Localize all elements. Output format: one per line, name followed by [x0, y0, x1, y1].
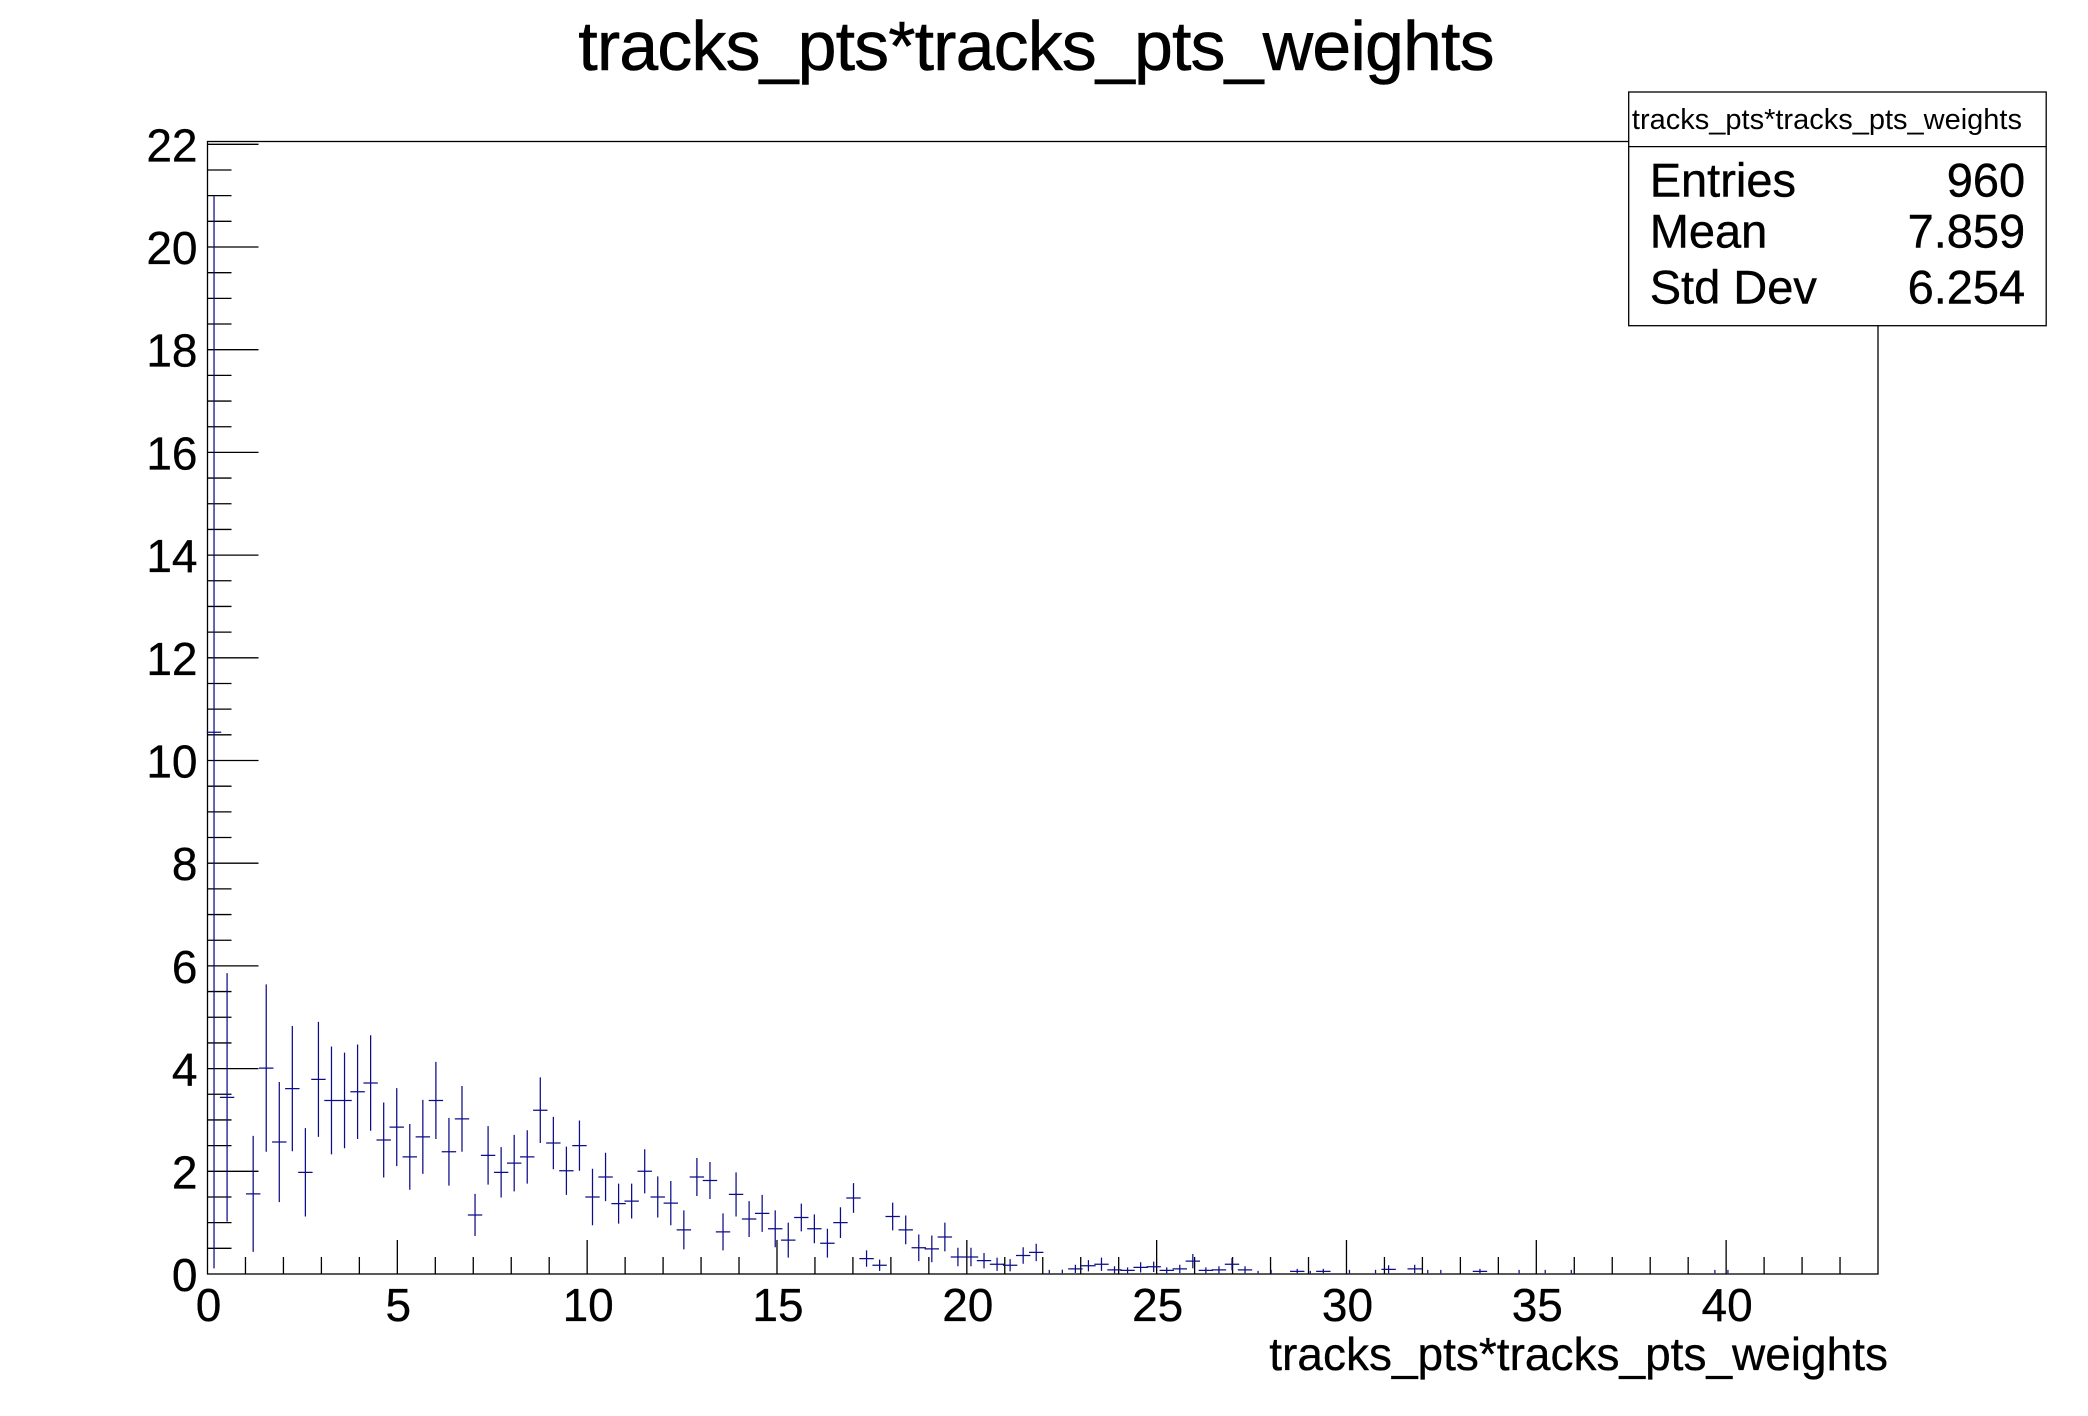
svg-text:960: 960 — [1947, 154, 2025, 207]
svg-text:2: 2 — [172, 1146, 198, 1198]
svg-text:16: 16 — [146, 427, 197, 479]
svg-text:18: 18 — [146, 325, 197, 377]
svg-text:4: 4 — [172, 1044, 198, 1096]
svg-text:25: 25 — [1132, 1279, 1183, 1331]
svg-text:20: 20 — [146, 222, 197, 274]
svg-text:7.859: 7.859 — [1908, 205, 2026, 258]
svg-text:Entries: Entries — [1650, 154, 1796, 207]
svg-text:tracks_pts*tracks_pts_weights: tracks_pts*tracks_pts_weights — [1632, 104, 2022, 136]
svg-text:14: 14 — [146, 530, 197, 582]
svg-text:8: 8 — [172, 838, 198, 890]
svg-text:20: 20 — [942, 1279, 993, 1331]
svg-text:0: 0 — [196, 1279, 222, 1331]
svg-text:12: 12 — [146, 633, 197, 685]
svg-text:35: 35 — [1512, 1279, 1563, 1331]
svg-text:30: 30 — [1322, 1279, 1373, 1331]
svg-text:40: 40 — [1702, 1279, 1753, 1331]
svg-text:0: 0 — [172, 1249, 198, 1301]
svg-text:6.254: 6.254 — [1908, 261, 2026, 314]
svg-text:15: 15 — [752, 1279, 803, 1331]
svg-text:Std Dev: Std Dev — [1650, 261, 1818, 314]
svg-text:5: 5 — [386, 1279, 412, 1331]
svg-text:Mean: Mean — [1650, 205, 1768, 258]
svg-text:tracks_pts*tracks_pts_weights: tracks_pts*tracks_pts_weights — [1269, 1328, 1888, 1380]
svg-text:tracks_pts*tracks_pts_weights: tracks_pts*tracks_pts_weights — [578, 7, 1493, 85]
svg-text:10: 10 — [563, 1279, 614, 1331]
svg-text:6: 6 — [172, 941, 198, 993]
svg-text:10: 10 — [146, 736, 197, 788]
svg-text:22: 22 — [146, 119, 197, 171]
